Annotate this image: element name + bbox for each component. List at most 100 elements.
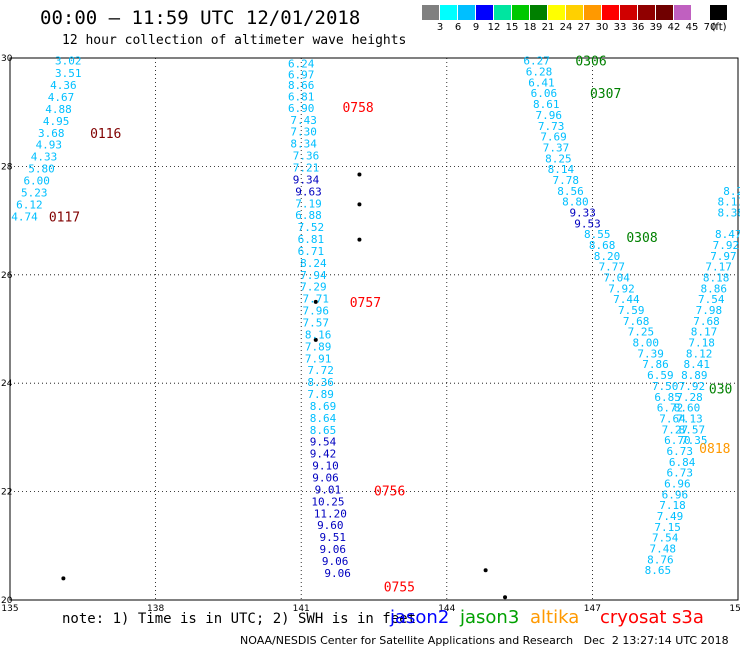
scale-label: 39 — [649, 22, 663, 33]
island-dot — [313, 337, 318, 342]
pass-time-labels: 0116 0117 0758 0757 0756 0755 0306 0307 0308 030 0… — [49, 55, 733, 596]
scale-label: 70 — [703, 22, 717, 33]
scale-swatch — [674, 5, 691, 20]
wave-height-value: 6.71 — [298, 245, 325, 258]
wave-height-value: 7.44 — [613, 293, 640, 306]
wave-height-value: 8.47 — [715, 228, 740, 241]
map-title: 00:00 – 11:59 UTC 12/01/2018 — [40, 7, 361, 29]
wave-height-value: 8.14 — [548, 163, 575, 176]
wave-height-value: 8.86 — [700, 282, 727, 295]
wave-height-value: 7.43 — [290, 114, 317, 127]
wave-height-value: 7.18 — [688, 337, 715, 350]
lon-tick-label: 150 — [729, 604, 740, 614]
altimeter-tracks: 3.023.514.364.674.884.953.684.934.335.80… — [11, 55, 740, 580]
wave-height-value: 7.89 — [307, 388, 334, 401]
wave-height-value: 7.15 — [654, 521, 681, 534]
lat-tick-label: 26 — [1, 271, 13, 281]
lat-tick-label: 28 — [1, 162, 13, 172]
wave-height-value: 8.20 — [594, 250, 621, 263]
wave-height-value: 7.96 — [535, 109, 562, 122]
lat-tick-label: 20 — [1, 596, 13, 606]
scale-label: 18 — [523, 22, 537, 33]
lat-tick-label: 22 — [1, 488, 12, 498]
lon-tick-label: 138 — [147, 604, 164, 614]
legend-jason3: jason3 — [460, 607, 520, 628]
wave-height-value: 9.10 — [312, 460, 339, 473]
wave-height-value: 8.64 — [310, 412, 337, 425]
legend-cryosat: cryosat — [600, 607, 667, 628]
wave-height-value: 7.92 — [679, 380, 706, 393]
wave-height-value: 4.95 — [43, 115, 70, 128]
wave-height-value: 7.86 — [642, 358, 669, 371]
wave-height-value: 9.34 — [293, 173, 320, 186]
wave-height-value: 9.60 — [317, 519, 344, 532]
scale-swatch — [584, 5, 601, 20]
scale-swatch — [692, 5, 709, 20]
wave-height-value: 9.06 — [319, 543, 346, 556]
scale-swatch — [512, 5, 529, 20]
wave-height-value: 8.16 — [305, 328, 332, 341]
wave-height-value: 6.96 — [664, 477, 691, 490]
wave-height-value: 6.73 — [667, 467, 694, 480]
wave-height-value: 4.33 — [31, 151, 58, 164]
scale-label: 30 — [595, 22, 609, 33]
pass-time-label: 0307 — [590, 87, 621, 102]
scale-label: 27 — [577, 22, 591, 33]
scale-label: 3 — [436, 22, 444, 33]
wave-height-value: 5.23 — [21, 186, 48, 199]
wave-height-value: 7.27 — [662, 423, 689, 436]
wave-height-value: 3.68 — [38, 127, 65, 140]
wave-height-value: 8.80 — [562, 196, 589, 209]
wave-height-value: 8.57 — [679, 423, 706, 436]
scale-label: 12 — [487, 22, 501, 33]
scale-label: 6 — [454, 22, 462, 33]
wave-height-value: 6.24 — [288, 57, 315, 70]
island-dot — [357, 172, 362, 177]
scale-swatch — [440, 5, 457, 20]
island-dot — [483, 568, 488, 573]
wave-height-value: 7.96 — [303, 305, 330, 318]
wave-height-value: 8.34 — [290, 138, 317, 151]
scale-unit: (ft) — [711, 22, 727, 33]
wave-height-value: 7.54 — [652, 532, 679, 545]
wave-height-value: 7.59 — [618, 304, 645, 317]
island-dot — [503, 595, 508, 600]
wave-height-value: 8.76 — [647, 553, 674, 566]
wave-height-value: 8.66 — [288, 79, 315, 92]
wave-height-value: 7.18 — [659, 499, 686, 512]
island-dot — [313, 299, 318, 304]
wave-height-value: 9.33 — [569, 206, 596, 219]
scale-label: 42 — [667, 22, 681, 33]
scale-label: 24 — [559, 22, 573, 33]
scale-label: 21 — [541, 22, 555, 33]
wave-height-value: 8.17 — [691, 326, 718, 339]
map-frame — [9, 57, 739, 601]
wave-height-value: 7.04 — [603, 272, 630, 285]
scale-label: 33 — [613, 22, 627, 33]
wave-height-value: 8.00 — [633, 337, 660, 350]
wave-height-value: 9.06 — [322, 555, 349, 568]
wave-height-value: 7.91 — [305, 352, 332, 365]
wave-height-value: 6.27 — [523, 55, 550, 68]
wave-height-value: 8.2 — [723, 185, 740, 198]
pass-time-label: 0117 — [49, 210, 80, 225]
credit-line: NOAA/NESDIS Center for Satellite Applica… — [240, 634, 729, 647]
wave-height-value: 7.28 — [676, 391, 703, 404]
pass-time-label: 030 — [709, 383, 732, 398]
scale-swatch — [656, 5, 673, 20]
wave-height-value: 6.97 — [288, 68, 315, 81]
axis-tick-labels: 135 138 141 144 147 150 20 22 24 26 28 30 — [1, 54, 740, 614]
wave-height-value: 9.01 — [315, 483, 342, 496]
pass-time-label: 0306 — [575, 55, 606, 70]
wave-height-value: 8.56 — [557, 185, 584, 198]
wave-height-value: 9.53 — [574, 217, 601, 230]
wave-height-value: 6.85 — [654, 391, 681, 404]
wave-height-value: 8.89 — [681, 369, 708, 382]
wave-height-value: 6.41 — [528, 76, 555, 89]
wave-height-value: 7.13 — [676, 412, 703, 425]
lon-tick-label: 144 — [438, 604, 455, 614]
wave-height-value: 4.67 — [48, 91, 75, 104]
wave-height-value: 7.25 — [628, 326, 655, 339]
wave-height-value: 8.24 — [300, 257, 327, 270]
island-markers — [61, 172, 508, 600]
